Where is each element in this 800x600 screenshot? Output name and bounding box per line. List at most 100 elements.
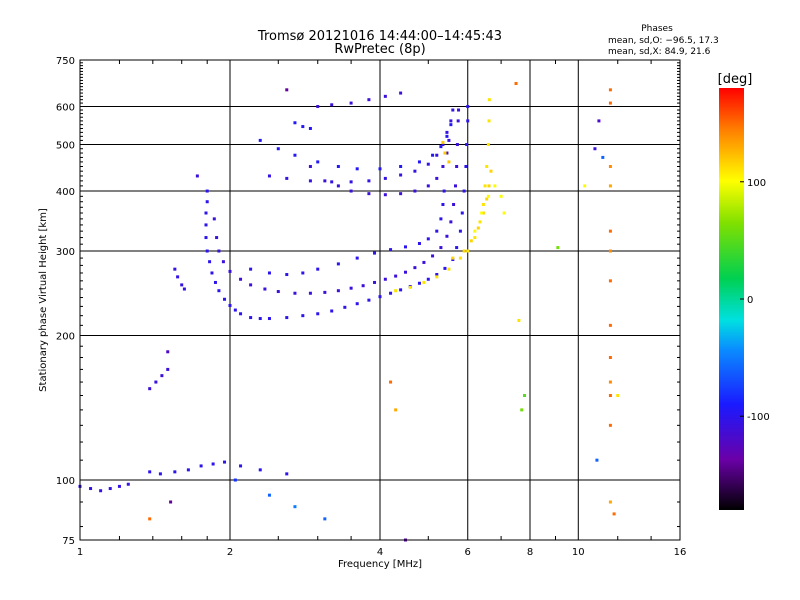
echo-point: [293, 153, 297, 157]
echo-point: [217, 289, 221, 293]
echo-point: [443, 266, 447, 270]
echo-point: [464, 164, 468, 168]
echo-point: [441, 140, 445, 144]
echo-point: [373, 251, 377, 255]
echo-point: [480, 211, 484, 215]
echo-point: [417, 281, 421, 285]
echo-point: [336, 164, 340, 168]
echo-point: [403, 270, 407, 274]
echo-point: [258, 317, 262, 321]
echo-point: [154, 380, 158, 384]
echo-point: [473, 236, 477, 240]
echo-point: [204, 223, 208, 227]
echo-point: [349, 286, 353, 290]
echo-point: [523, 394, 527, 398]
echo-point: [452, 202, 456, 206]
colorbar-label: [deg]: [718, 72, 753, 87]
echo-point: [301, 125, 305, 129]
echo-point: [608, 423, 612, 427]
echo-point: [258, 138, 262, 142]
echo-point: [336, 184, 340, 188]
echo-point: [293, 291, 297, 295]
echo-point: [465, 143, 469, 147]
echo-point: [99, 489, 103, 493]
echo-point: [389, 380, 393, 384]
echo-point: [249, 267, 253, 271]
echo-point: [349, 189, 353, 193]
echo-point: [316, 105, 320, 109]
echo-point: [389, 248, 393, 252]
echo-point: [383, 176, 387, 180]
echo-point: [612, 512, 616, 516]
y-tick-label: 75: [62, 536, 75, 547]
echo-point: [399, 173, 403, 177]
echo-point: [217, 249, 221, 253]
echo-point: [383, 193, 387, 197]
echo-point: [182, 287, 186, 291]
echo-point: [608, 500, 612, 504]
y-axis-label: Stationary phase Virtual Height [km]: [38, 208, 49, 392]
echo-point: [158, 472, 162, 476]
echo-point: [148, 387, 152, 391]
echo-point: [349, 180, 353, 184]
phase-stats-heading: Phases: [641, 24, 673, 34]
echo-point: [323, 517, 327, 521]
echo-point: [166, 350, 170, 354]
echo-point: [285, 472, 289, 476]
echo-point: [316, 160, 320, 164]
echo-point: [383, 277, 387, 281]
echo-point: [435, 176, 439, 180]
axis-ticks: 1 2 4 6 8 10 16 75 100 200 300 400 500 600 750: [56, 56, 686, 558]
echo-point: [478, 220, 482, 224]
grid: [80, 60, 680, 540]
echo-point: [449, 119, 453, 123]
echo-point: [455, 164, 459, 168]
echo-point: [441, 164, 445, 168]
echo-point: [117, 484, 121, 488]
echo-point: [469, 239, 473, 243]
echo-point: [211, 462, 215, 466]
echo-point: [367, 192, 371, 196]
echo-point: [89, 487, 93, 491]
echo-point: [239, 277, 243, 281]
echo-point: [451, 256, 455, 260]
echo-point: [593, 147, 597, 151]
echo-point: [616, 394, 620, 398]
y-tick-label: 100: [56, 476, 75, 487]
echo-point: [481, 211, 485, 215]
x-tick-label: 2: [227, 547, 233, 558]
echo-point: [173, 470, 177, 474]
echo-point: [435, 153, 439, 157]
echo-point: [456, 119, 460, 123]
echo-point: [394, 274, 398, 278]
echo-point: [267, 174, 271, 178]
echo-point: [462, 249, 466, 253]
y-tick-label: 400: [56, 187, 75, 198]
echo-point: [514, 82, 518, 86]
echo-point: [199, 464, 203, 468]
echo-point: [336, 289, 340, 293]
echo-point: [486, 194, 490, 198]
echo-point: [426, 184, 430, 188]
echo-point: [583, 184, 587, 188]
echo-point: [481, 202, 485, 206]
echo-point: [445, 130, 449, 134]
plot-frame: [79, 59, 681, 541]
echo-point: [485, 197, 489, 201]
echo-point: [447, 160, 451, 164]
echo-point: [439, 246, 443, 250]
echo-point: [441, 143, 445, 147]
echo-point: [389, 291, 393, 295]
echo-point: [316, 312, 320, 316]
echo-point: [378, 295, 382, 299]
echo-point: [399, 91, 403, 95]
echo-point: [502, 211, 506, 215]
echo-point: [221, 260, 225, 264]
echo-point: [285, 273, 289, 277]
phase-stats-x: mean, sd,X: 84.9, 21.6: [608, 47, 711, 57]
echo-point: [176, 275, 180, 279]
echo-point: [597, 119, 601, 123]
echo-point: [204, 236, 208, 240]
echo-point: [487, 184, 491, 188]
